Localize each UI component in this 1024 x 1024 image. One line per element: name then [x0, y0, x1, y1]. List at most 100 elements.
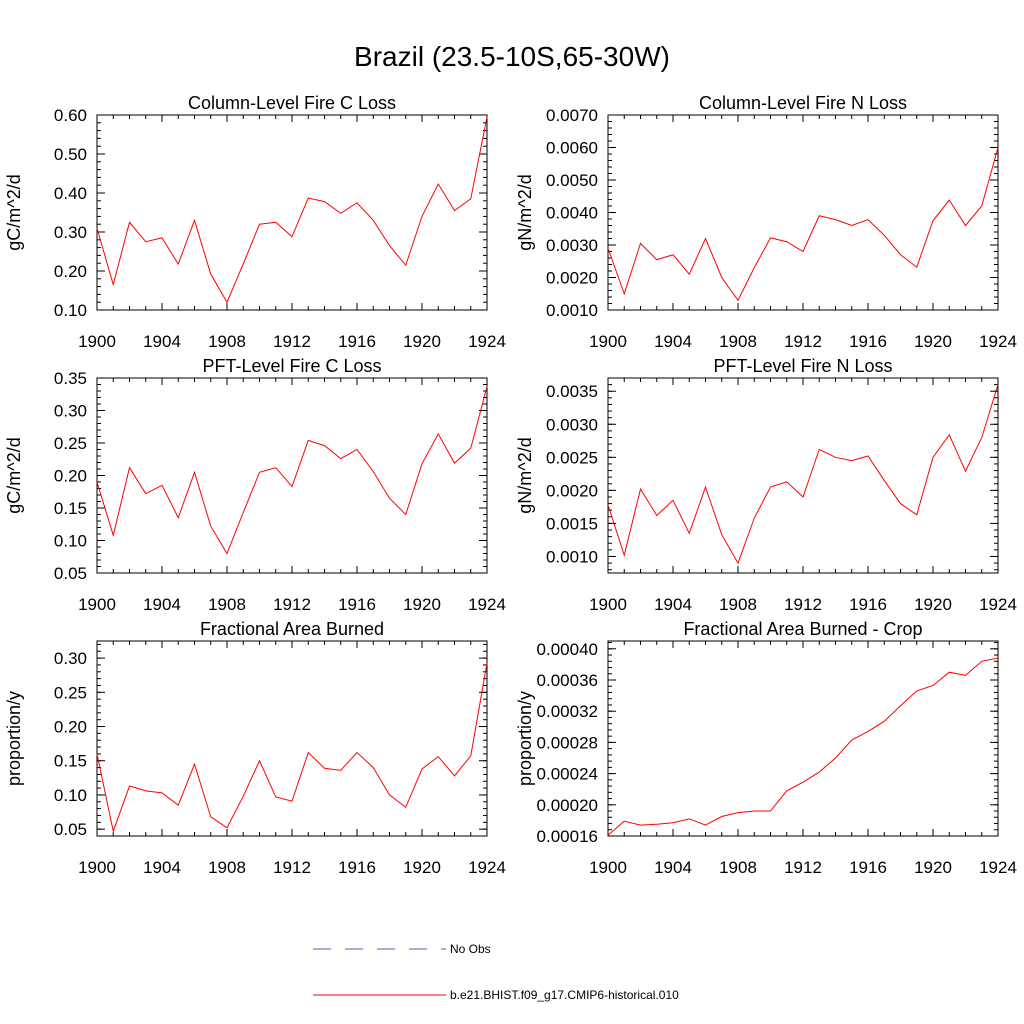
plot-frame: [96, 114, 488, 311]
plot-frame: [96, 640, 488, 837]
x-tick-label: 1904: [143, 595, 181, 614]
y-tick-label: 0.25: [54, 683, 87, 702]
x-tick-label: 1920: [914, 858, 952, 877]
series-line: [607, 147, 999, 302]
x-tick-label: 1916: [849, 595, 887, 614]
y-tick-label: 0.00036: [537, 671, 598, 690]
x-tick-label: 1916: [849, 858, 887, 877]
x-tick-label: 1904: [143, 332, 181, 351]
x-tick-label: 1916: [338, 332, 376, 351]
y-tick-label: 0.10: [54, 786, 87, 805]
y-tick-label: 0.60: [54, 106, 87, 125]
chart-panel-4: 1900 1904 1908 1912 1916 1920 1924 0.0010 0.0015…: [515, 356, 1017, 614]
y-axis-label: gN/m^2/d: [515, 437, 535, 513]
chart-panel-1: 1900 1904 1908 1912 1916 1920 1924 0.10 0.20 0.30…: [4, 93, 506, 351]
y-tick-label: 0.0020: [546, 481, 598, 500]
series-line: [607, 657, 999, 836]
y-tick-label: 0.30: [54, 649, 87, 668]
y-tick-label: 0.05: [54, 564, 87, 583]
x-tick-label: 1908: [208, 332, 246, 351]
x-tick-label: 1924: [979, 332, 1017, 351]
plot-frame: [607, 377, 999, 574]
x-tick-label: 1916: [849, 332, 887, 351]
y-tick-label: 0.0025: [546, 448, 598, 467]
y-tick-label: 0.0030: [546, 236, 598, 255]
y-tick-label: 0.00020: [537, 796, 598, 815]
x-tick-label: 1908: [719, 595, 757, 614]
x-tick-label: 1912: [784, 858, 822, 877]
x-tick-label: 1920: [403, 332, 441, 351]
x-tick-label: 1924: [979, 858, 1017, 877]
x-tick-label: 1912: [784, 595, 822, 614]
y-tick-label: 0.0040: [546, 204, 598, 223]
x-tick-label: 1912: [273, 332, 311, 351]
y-axis-label: proportion/y: [4, 691, 24, 786]
y-tick-label: 0.00024: [537, 765, 598, 784]
y-axis-label: proportion/y: [515, 691, 535, 786]
panel-title: Column-Level Fire C Loss: [188, 93, 396, 113]
panel-title: PFT-Level Fire N Loss: [713, 356, 892, 376]
y-tick-label: 0.0030: [546, 415, 598, 434]
figure-title: Brazil (23.5-10S,65-30W): [354, 41, 670, 72]
x-tick-label: 1908: [208, 858, 246, 877]
y-tick-label: 0.0060: [546, 139, 598, 158]
y-tick-label: 0.0020: [546, 269, 598, 288]
x-tick-label: 1904: [143, 858, 181, 877]
x-tick-label: 1912: [273, 858, 311, 877]
x-tick-label: 1908: [208, 595, 246, 614]
chart-panel-2: 1900 1904 1908 1912 1916 1920 1924 0.0010 0.0020…: [515, 93, 1017, 351]
y-axis-label: gN/m^2/d: [515, 174, 535, 250]
y-tick-label: 0.20: [54, 467, 87, 486]
y-tick-label: 0.10: [54, 301, 87, 320]
x-tick-label: 1912: [273, 595, 311, 614]
x-tick-label: 1900: [78, 595, 116, 614]
y-tick-label: 0.30: [54, 223, 87, 242]
y-tick-label: 0.00032: [537, 702, 598, 721]
series-line: [96, 386, 488, 555]
legend-label-no-obs: No Obs: [450, 942, 491, 956]
y-axis-label: gC/m^2/d: [4, 437, 24, 513]
x-tick-label: 1908: [719, 858, 757, 877]
x-tick-label: 1924: [468, 858, 506, 877]
y-tick-label: 0.15: [54, 499, 87, 518]
series-line: [96, 662, 488, 834]
y-tick-label: 0.15: [54, 752, 87, 771]
chart-panel-6: 1900 1904 1908 1912 1916 1920 1924 0.00016 0.000…: [515, 619, 1017, 877]
y-tick-label: 0.50: [54, 145, 87, 164]
x-tick-label: 1900: [78, 858, 116, 877]
x-tick-label: 1924: [468, 332, 506, 351]
y-tick-label: 0.0010: [546, 301, 598, 320]
panel-title: PFT-Level Fire C Loss: [202, 356, 381, 376]
y-axis-label: gC/m^2/d: [4, 174, 24, 250]
panel-title: Fractional Area Burned - Crop: [683, 619, 922, 639]
x-tick-label: 1916: [338, 595, 376, 614]
y-tick-label: 0.10: [54, 532, 87, 551]
y-tick-label: 0.20: [54, 262, 87, 281]
x-tick-label: 1916: [338, 858, 376, 877]
x-tick-label: 1908: [719, 332, 757, 351]
x-tick-label: 1904: [654, 858, 692, 877]
y-tick-label: 0.0050: [546, 171, 598, 190]
series-line: [607, 384, 999, 565]
x-tick-label: 1924: [468, 595, 506, 614]
panel-title: Fractional Area Burned: [200, 619, 384, 639]
y-tick-label: 0.40: [54, 184, 87, 203]
y-tick-label: 0.35: [54, 369, 87, 388]
y-tick-label: 0.00016: [537, 827, 598, 846]
y-tick-label: 0.05: [54, 820, 87, 839]
y-tick-label: 0.25: [54, 434, 87, 453]
y-tick-label: 0.20: [54, 718, 87, 737]
y-tick-label: 0.0010: [546, 547, 598, 566]
panel-title: Column-Level Fire N Loss: [699, 93, 907, 113]
chart-panels: 1900 1904 1908 1912 1916 1920 1924 0.10 0.20 0.30…: [4, 93, 1017, 877]
x-tick-label: 1904: [654, 332, 692, 351]
plot-frame: [607, 640, 999, 837]
series-line: [96, 116, 488, 304]
y-tick-label: 0.00040: [537, 640, 598, 659]
legend-label-model: b.e21.BHIST.f09_g17.CMIP6-historical.010: [450, 988, 679, 1002]
y-tick-label: 0.0015: [546, 514, 598, 533]
y-tick-label: 0.0035: [546, 382, 598, 401]
plot-frame: [96, 377, 488, 574]
x-tick-label: 1920: [914, 595, 952, 614]
